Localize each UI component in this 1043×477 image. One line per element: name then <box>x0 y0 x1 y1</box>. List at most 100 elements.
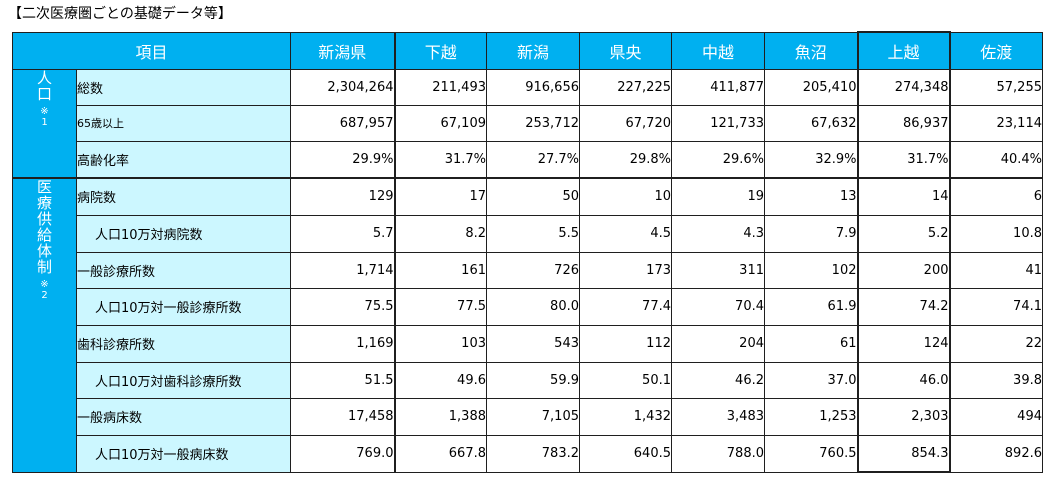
cell-value: 667.8 <box>394 434 487 473</box>
header-region: 魚沼 <box>764 31 859 70</box>
cell-value: 916,656 <box>486 68 580 106</box>
table-row: 人口10万対一般診療所数 75.5 77.5 80.0 77.4 70.4 61.9 74.2… <box>13 287 1043 326</box>
cell-value: 494 <box>949 397 1043 436</box>
cell-value: 67,109 <box>394 104 487 142</box>
group-population: 人口 ※1 <box>12 68 77 179</box>
row-label: 人口10万対一般診療所数 <box>76 287 291 326</box>
cell-value: 70.4 <box>671 287 765 326</box>
cell-value: 173 <box>579 251 672 289</box>
cell-value: 29.8% <box>579 140 672 179</box>
cell-value: 2,303 <box>857 397 951 436</box>
group-note: ※2 <box>39 279 50 301</box>
cell-value: 253,712 <box>486 104 580 142</box>
cell-value: 75.5 <box>290 287 396 326</box>
header-row: 項目 新潟県 下越 新潟 県央 中越 魚沼 上越 佐渡 <box>12 31 1043 70</box>
cell-value: 46.2 <box>671 361 765 399</box>
table-row: 人口 ※1 総数 2,304,264 211,493 916,656 227,225 411,… <box>12 68 1043 179</box>
cell-value: 86,937 <box>857 104 951 142</box>
cell-value: 5.5 <box>486 214 580 253</box>
data-table: 項目 新潟県 下越 新潟 県央 中越 魚沼 上越 佐渡 人口 ※1 総数 2,304,… <box>12 31 1043 473</box>
row-label: 一般病床数 <box>76 397 291 436</box>
table-row: 一般診療所数 1,714 161 726 173 311 102 200 41 <box>13 251 1043 289</box>
cell-value: 10 <box>579 177 672 216</box>
row-label: 人口10万対病院数 <box>76 214 291 253</box>
cell-value: 102 <box>764 251 859 289</box>
cell-value: 51.5 <box>290 361 396 399</box>
cell-value: 17 <box>394 177 487 216</box>
cell-value: 37.0 <box>764 361 859 399</box>
cell-value: 8.2 <box>394 214 487 253</box>
cell-value: 41 <box>949 251 1043 289</box>
cell-value: 103 <box>394 324 487 363</box>
cell-value: 67,720 <box>579 104 672 142</box>
cell-value: 892.6 <box>949 434 1043 473</box>
cell-value: 5.7 <box>290 214 396 253</box>
cell-value: 2,304,264 <box>290 68 396 106</box>
header-region: 新潟県 <box>290 31 396 70</box>
group-label: 人口 <box>35 69 53 102</box>
table-row: 人口10万対病院数 5.7 8.2 5.5 4.5 4.3 7.9 5.2 10.8 <box>13 214 1043 253</box>
cell-value: 112 <box>579 324 672 363</box>
cell-value: 77.5 <box>394 287 487 326</box>
table-row: 人口10万対一般病床数 769.0 667.8 783.2 640.5 788.0 760.… <box>13 434 1043 473</box>
cell-value: 27.7% <box>486 140 580 179</box>
cell-value: 204 <box>671 324 765 363</box>
cell-value: 7,105 <box>486 397 580 436</box>
header-region: 上越 <box>857 31 951 70</box>
page-title: 【二次医療圏ごとの基礎データ等】 <box>8 6 232 22</box>
group-medical-supply: 医療供給体制 ※2 <box>12 177 77 473</box>
row-label: 人口10万対一般病床数 <box>76 434 291 473</box>
cell-value: 1,253 <box>764 397 859 436</box>
cell-value: 77.4 <box>579 287 672 326</box>
cell-value: 61 <box>764 324 859 363</box>
row-label: 歯科診療所数 <box>76 324 291 363</box>
cell-value: 7.9 <box>764 214 859 253</box>
cell-value: 411,877 <box>671 68 765 106</box>
cell-value: 227,225 <box>579 68 672 106</box>
cell-value: 32.9% <box>764 140 859 179</box>
cell-value: 129 <box>290 177 396 216</box>
cell-value: 17,458 <box>290 397 396 436</box>
cell-value: 29.9% <box>290 140 396 179</box>
table-row: 人口10万対歯科診療所数 51.5 49.6 59.9 50.1 46.2 37.0 46.0… <box>13 361 1043 399</box>
cell-value: 67,632 <box>764 104 859 142</box>
cell-value: 783.2 <box>486 434 580 473</box>
cell-value: 211,493 <box>394 68 487 106</box>
cell-value: 726 <box>486 251 580 289</box>
row-label: 病院数 <box>76 177 291 216</box>
header-region: 佐渡 <box>949 31 1043 70</box>
cell-value: 59.9 <box>486 361 580 399</box>
cell-value: 4.3 <box>671 214 765 253</box>
row-label: 一般診療所数 <box>76 251 291 289</box>
table-row: 歯科診療所数 1,169 103 543 112 204 61 124 22 <box>13 324 1043 363</box>
cell-value: 50.1 <box>579 361 672 399</box>
cell-value: 74.1 <box>949 287 1043 326</box>
cell-value: 788.0 <box>671 434 765 473</box>
row-label: 人口10万対歯科診療所数 <box>76 361 291 399</box>
cell-value: 5.2 <box>857 214 951 253</box>
cell-value: 14 <box>857 177 951 216</box>
cell-value: 854.3 <box>857 434 951 473</box>
header-item: 項目 <box>12 31 291 70</box>
cell-value: 121,733 <box>671 104 765 142</box>
cell-value: 39.8 <box>949 361 1043 399</box>
cell-value: 31.7% <box>857 140 951 179</box>
cell-value: 274,348 <box>857 68 951 106</box>
table-row: 医療供給体制 ※2 病院数 129 17 50 10 19 13 14 6 <box>12 177 1043 473</box>
cell-value: 57,255 <box>949 68 1043 106</box>
header-region: 中越 <box>671 31 765 70</box>
cell-value: 760.5 <box>764 434 859 473</box>
cell-value: 6 <box>949 177 1043 216</box>
cell-value: 769.0 <box>290 434 396 473</box>
row-label: 総数 <box>76 68 291 106</box>
cell-value: 22 <box>949 324 1043 363</box>
cell-value: 311 <box>671 251 765 289</box>
header-region: 下越 <box>394 31 487 70</box>
row-label: 65歳以上 <box>76 104 291 142</box>
row-label: 高齢化率 <box>76 140 291 179</box>
group-note: ※1 <box>39 105 50 128</box>
cell-value: 29.6% <box>671 140 765 179</box>
cell-value: 40.4% <box>949 140 1043 179</box>
cell-value: 46.0 <box>857 361 951 399</box>
table-row: 一般病床数 17,458 1,388 7,105 1,432 3,483 1,253 2,30… <box>13 397 1043 436</box>
